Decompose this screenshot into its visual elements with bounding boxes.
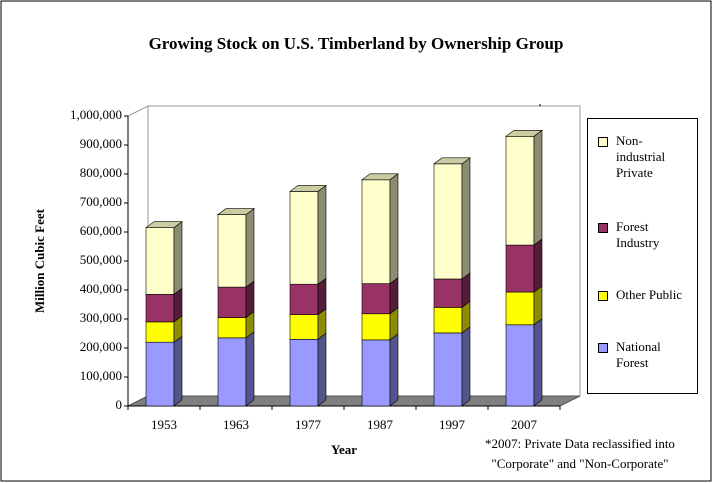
legend-item: Forest Industry: [598, 219, 688, 251]
bar-side: [533, 238, 543, 293]
bar-top: [361, 173, 399, 181]
bar-segment: [505, 324, 535, 407]
y-tick-label: 700,000: [80, 194, 122, 209]
bar-segment: [289, 338, 319, 407]
side-wall: [127, 105, 149, 407]
bar-side: [533, 318, 543, 407]
bar-segment: [505, 244, 535, 293]
x-tick-label: 2007: [511, 417, 538, 432]
bar-side: [317, 184, 327, 285]
bar-top: [289, 185, 327, 192]
bar-side: [389, 333, 399, 407]
bar-side: [245, 208, 255, 288]
legend: Non-industrial Private Forest Industry Oth…: [587, 118, 698, 394]
bar-segment: [433, 163, 463, 280]
footnote: *2007: Private Data reclassified into: [485, 436, 675, 451]
bar-side: [533, 285, 543, 326]
bar-side: [461, 326, 471, 407]
x-tick-label: 1977: [295, 417, 322, 432]
bar-segment: [505, 291, 535, 326]
bar-segment: [217, 214, 247, 288]
x-tick-label: 1987: [367, 417, 394, 432]
bar-segment: [145, 227, 175, 295]
legend-label: Non-industrial Private: [616, 133, 666, 180]
footnote: "Corporate" and "Non-Corporate": [491, 456, 668, 471]
y-axis-label: Million Cubic Feet: [32, 208, 47, 313]
bar-segment: [217, 337, 247, 407]
x-axis-label: Year: [331, 442, 357, 457]
bar-segment: [361, 179, 391, 284]
bar-segment: [217, 286, 247, 318]
bar-segment: [361, 313, 391, 341]
y-tick-label: 1,000,000: [70, 107, 122, 122]
bar-segment: [289, 314, 319, 340]
bar-segment: [217, 317, 247, 339]
bar-side: [317, 332, 327, 407]
bar-top: [145, 221, 183, 228]
legend-swatch: [598, 343, 608, 353]
y-tick-label: 900,000: [80, 136, 122, 151]
legend-swatch: [598, 291, 608, 301]
bar-segment: [145, 294, 175, 323]
y-tick-label: 0: [116, 397, 123, 412]
y-tick-label: 500,000: [80, 252, 122, 267]
bar-segment: [361, 339, 391, 407]
bar-side: [533, 129, 543, 246]
legend-item: National Forest: [598, 339, 688, 371]
bar-top: [217, 208, 255, 215]
bar-side: [173, 221, 183, 295]
y-tick-label: 100,000: [80, 368, 122, 383]
bar-segment: [433, 307, 463, 334]
legend-label: Other Public: [616, 287, 683, 302]
bar-segment: [145, 341, 175, 407]
bar-side: [461, 157, 471, 280]
y-tick-label: 800,000: [80, 165, 122, 180]
bar-segment: [145, 321, 175, 343]
bar-side: [389, 173, 399, 285]
legend-swatch: [598, 223, 608, 233]
y-tick-label: 300,000: [80, 310, 122, 325]
bar-top: [505, 130, 543, 137]
chart-title: Growing Stock on U.S. Timberland by Owne…: [149, 34, 564, 53]
bar-top: [433, 157, 471, 165]
x-tick-label: 1997: [439, 417, 466, 432]
bar-segment: [361, 283, 391, 315]
x-tick-label: 1953: [151, 417, 177, 432]
bar-segment: [505, 136, 535, 246]
legend-item: Non-industrial Private: [598, 133, 688, 181]
bar-side: [173, 335, 183, 407]
bar-side: [245, 331, 255, 407]
y-tick-label: 600,000: [80, 223, 122, 238]
legend-label: National Forest: [616, 339, 661, 370]
y-tick-label: 200,000: [80, 339, 122, 354]
bar-segment: [289, 191, 319, 285]
legend-item: Other Public: [598, 287, 688, 303]
legend-label: Forest Industry: [616, 219, 660, 250]
legend-swatch: [598, 137, 608, 147]
x-tick-label: 1963: [223, 417, 249, 432]
bar-segment: [433, 278, 463, 308]
y-tick-label: 400,000: [80, 281, 122, 296]
bar-segment: [289, 283, 319, 315]
bar-segment: [433, 332, 463, 407]
